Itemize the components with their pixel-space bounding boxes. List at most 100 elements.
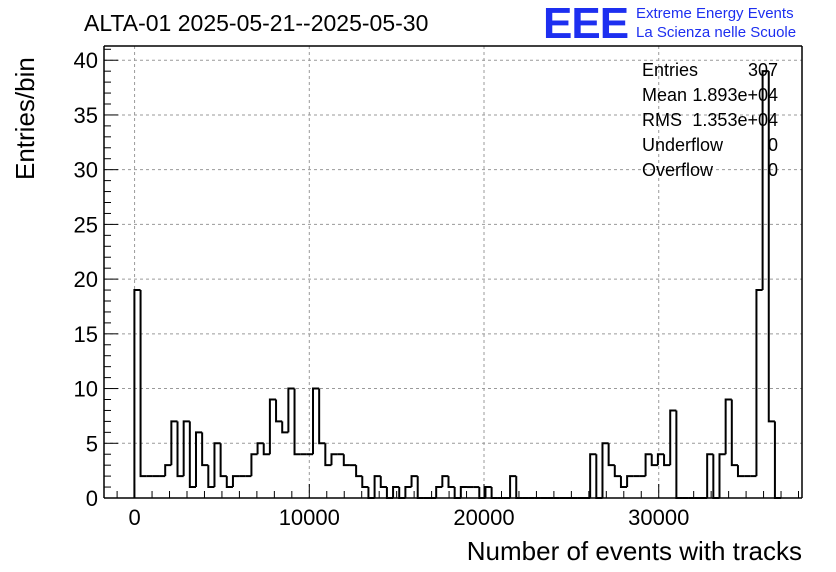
histogram-bin: [589, 453, 597, 498]
histogram-bin: [324, 443, 332, 467]
histogram-bin: [736, 465, 745, 478]
histogram-bin: [718, 453, 726, 498]
histogram-bin: [447, 476, 455, 489]
stats-row-overflow: Overflow 0: [642, 158, 778, 183]
histogram-bin: [509, 475, 517, 498]
histogram-bin: [619, 476, 628, 489]
histogram-bin: [644, 453, 652, 477]
histogram-bin: [318, 388, 326, 445]
stats-value: 307: [747, 60, 778, 80]
histogram-bin: [201, 432, 209, 467]
y-tick-label: 5: [86, 431, 98, 456]
histogram-bin: [410, 475, 418, 488]
histogram-series: [133, 70, 782, 499]
stats-key: Overflow: [642, 160, 714, 180]
stats-key: RMS: [642, 110, 682, 130]
histogram-bin: [361, 476, 369, 489]
x-tick-label: 30000: [628, 505, 689, 530]
x-tick-label: 10000: [279, 505, 340, 530]
histogram-bin: [133, 289, 141, 498]
stats-key: Mean: [642, 85, 688, 105]
histogram-bin: [250, 453, 258, 477]
histogram-bin: [170, 420, 178, 466]
histogram-bin: [773, 421, 782, 499]
y-tick-label: 40: [74, 48, 98, 73]
histogram-bin: [225, 476, 233, 489]
y-tick-label: 20: [74, 267, 98, 292]
histogram-bin: [207, 465, 215, 489]
stats-row-mean: Mean 1.893e+04: [642, 83, 778, 108]
y-tick-label: 35: [74, 103, 98, 128]
histogram-bin: [268, 398, 277, 455]
stats-key: Underflow: [642, 135, 724, 155]
axis-ticks: 0 10000 20000 30000 0 5 10 15 20 25 30 35 40: [74, 48, 800, 530]
histogram-bin: [275, 399, 283, 423]
histogram-bin: [262, 443, 270, 456]
histogram-bin: [656, 453, 665, 466]
histogram-bin: [330, 453, 338, 466]
histogram-bin: [342, 454, 350, 467]
histogram-bin: [607, 443, 615, 467]
histogram-bin: [194, 431, 203, 488]
stats-value: 0: [767, 135, 778, 155]
histogram-bin: [188, 421, 196, 489]
histogram-bin: [755, 289, 763, 477]
histogram-bin: [164, 464, 172, 477]
histogram-bin: [663, 454, 671, 467]
stats-box: Entries 307 Mean 1.893e+04 RMS 1.353e+04…: [642, 58, 778, 183]
grid-lines: [104, 46, 802, 498]
x-tick-label: 0: [128, 505, 140, 530]
histogram-bin: [281, 421, 289, 434]
eee-logo: EEE: [543, 0, 629, 48]
histogram-bin: [730, 399, 738, 467]
stats-row-rms: RMS 1.353e+04: [642, 108, 778, 133]
stats-value: 1.893e+04: [692, 85, 778, 105]
histogram-bin: [761, 70, 769, 291]
histogram-bin: [373, 475, 381, 498]
histogram-bin: [293, 388, 301, 456]
histogram-bin: [613, 465, 621, 478]
histogram-bin: [484, 486, 492, 498]
stats-key: Entries: [642, 60, 699, 80]
histogram-bin: [404, 486, 412, 498]
histogram-bin: [231, 475, 240, 488]
histogram-bin: [355, 465, 363, 478]
stats-row-entries: Entries 307: [642, 58, 778, 83]
histogram-bin: [182, 420, 190, 477]
x-tick-label: 20000: [453, 505, 514, 530]
histogram-bin: [626, 475, 634, 488]
stats-row-underflow: Underflow 0: [642, 133, 778, 158]
histogram-bin: [706, 453, 714, 498]
y-tick-label: 10: [74, 377, 98, 402]
y-tick-label: 0: [86, 486, 98, 511]
y-axis-label: Entries/bin: [10, 57, 40, 180]
histogram-bin: [724, 398, 732, 455]
histogram-bin: [601, 442, 609, 498]
logo-line-2: La Scienza nelle Scuole: [636, 24, 797, 41]
histogram-bin: [767, 71, 775, 423]
histogram-bin: [139, 290, 147, 478]
y-tick-label: 25: [74, 212, 98, 237]
chart-title: ALTA-01 2025-05-21--2025-05-30: [84, 10, 429, 36]
logo-caption: Extreme Energy Events La Scienza nelle S…: [636, 4, 796, 42]
histogram-bin: [650, 454, 658, 467]
logo-line-1: Extreme Energy Events: [636, 5, 794, 22]
histogram-bin: [416, 476, 424, 499]
stats-value: 0: [767, 160, 778, 180]
axes: [103, 45, 803, 499]
y-tick-label: 15: [74, 322, 98, 347]
histogram-bin: [441, 475, 449, 488]
y-tick-label: 30: [74, 158, 98, 183]
histogram-bin: [287, 387, 295, 433]
histogram-bin: [675, 410, 683, 499]
histogram-bin: [669, 409, 677, 466]
histogram-bin: [379, 476, 387, 489]
histogram-bin: [213, 442, 221, 488]
histogram-bin: [176, 421, 184, 478]
histogram-bin: [219, 443, 227, 478]
stats-value: 1.353e+04: [692, 110, 778, 130]
histogram-bin: [256, 442, 264, 455]
x-axis-label: Number of events with tracks: [466, 536, 802, 566]
histogram-bin: [312, 387, 320, 455]
